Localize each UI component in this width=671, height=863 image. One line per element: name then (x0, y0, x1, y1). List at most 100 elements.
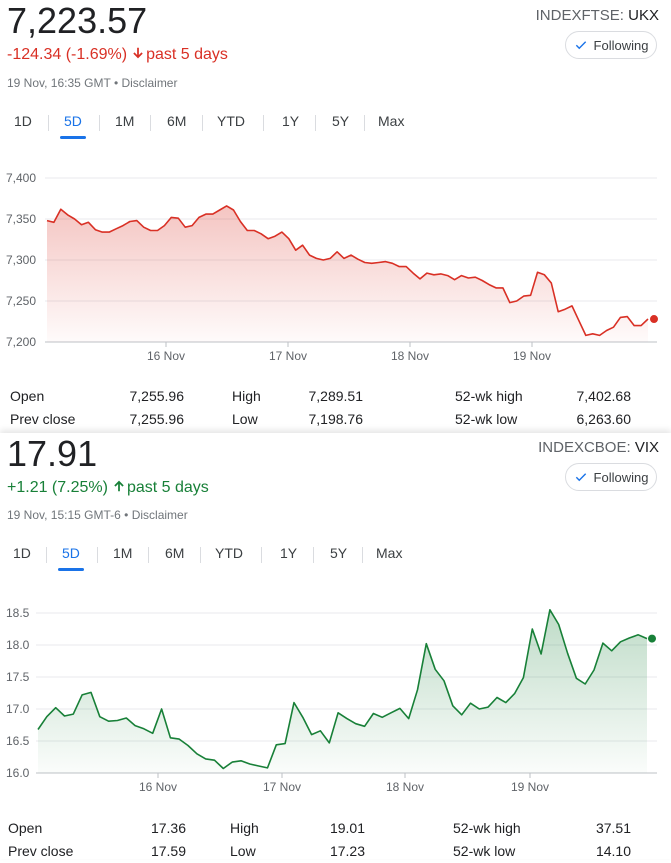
prev-close-value: 17.59 (150, 843, 186, 859)
ukx-price-chart[interactable]: 7,400 7,350 7,300 7,250 7,200 16 Nov 17 Nov 18 … (0, 0, 671, 380)
price-series-line (46, 205, 649, 337)
x-tick-label: 18 Nov (391, 349, 429, 363)
range-tabs: 1D 5D 1M 6M YTD 1Y 5Y Max (0, 539, 671, 575)
high-label: High (230, 820, 259, 836)
y-tick-label: 18.5 (6, 606, 30, 620)
tab-5y[interactable]: 5Y (330, 545, 348, 561)
wk52-low-label: 52-wk low (455, 411, 518, 427)
stats-row: Open 17.36 High 19.01 52-wk high 37.51 (0, 820, 671, 840)
vix-card: 17.91 INDEXCBOE: VIX Following +1.21 (7.… (0, 433, 671, 859)
following-button[interactable]: Following (565, 463, 657, 491)
y-tick-label: 7,250 (6, 294, 36, 308)
tab-6m[interactable]: 6M (165, 545, 185, 561)
wk52-high-label: 52-wk high (455, 388, 523, 404)
low-value: 17.23 (329, 843, 365, 859)
arrow-down-icon (133, 47, 143, 59)
high-value: 19.01 (329, 820, 365, 836)
wk52-low-label: 52-wk low (453, 843, 516, 859)
check-icon (575, 41, 586, 50)
price-area-fill (47, 205, 648, 342)
wk52-high-value: 37.51 (595, 820, 631, 836)
y-tick-label: 18.0 (6, 638, 30, 652)
ukx-card: 7,223.57 INDEXFTSE: UKX Following -124.3… (0, 0, 671, 431)
tab-divider (315, 115, 316, 131)
tab-divider (202, 115, 203, 131)
prev-close-value: 7,255.96 (129, 411, 185, 427)
tab-ytd[interactable]: YTD (215, 545, 243, 561)
wk52-high-value: 7,402.68 (576, 388, 632, 404)
ticker-symbol: VIX (634, 439, 659, 456)
open-value: 7,255.96 (129, 388, 185, 404)
y-tick-label: 7,400 (6, 171, 36, 185)
wk52-high-label: 52-wk high (453, 820, 521, 836)
tab-1y[interactable]: 1Y (282, 113, 300, 129)
tab-5d[interactable]: 5D (58, 539, 84, 571)
y-tick-label: 16.5 (6, 734, 30, 748)
check-icon (575, 473, 586, 482)
ticker-label: INDEXCBOE: VIX (538, 439, 659, 456)
low-label: Low (230, 843, 256, 859)
following-button[interactable]: Following (565, 31, 657, 59)
y-tick-label: 7,300 (6, 253, 36, 267)
tab-1y[interactable]: 1Y (280, 545, 298, 561)
tab-divider (364, 115, 365, 131)
tab-divider (99, 115, 100, 131)
x-tick-label: 18 Nov (386, 780, 424, 794)
x-tick-label: 19 Nov (513, 349, 551, 363)
tab-1m[interactable]: 1M (115, 113, 135, 129)
tab-5y[interactable]: 5Y (332, 113, 350, 129)
x-tick-label: 19 Nov (511, 780, 549, 794)
tab-divider (46, 547, 47, 563)
tab-max[interactable]: Max (376, 545, 403, 561)
prev-close-label: Prev close (8, 843, 74, 859)
tab-ytd[interactable]: YTD (217, 113, 245, 129)
change-value: +1.21 (7.25%) (7, 479, 108, 496)
following-label: Following (593, 469, 649, 485)
tab-1d[interactable]: 1D (13, 545, 31, 561)
vix-price-chart[interactable]: 18.5 18.0 17.5 17.0 16.5 16.0 16 Nov 17 Nov 18 N… (0, 433, 671, 808)
y-tick-label: 17.0 (6, 702, 30, 716)
tab-divider (150, 115, 151, 131)
stats-row: Prev close 7,255.96 Low 7,198.76 52-wk l… (0, 411, 671, 431)
low-label: Low (232, 411, 258, 427)
timestamp: 19 Nov, 16:35 GMT • Disclaimer (7, 76, 178, 90)
price-change: -124.34 (-1.69%) past 5 days (7, 46, 228, 64)
stats-row: Open 7,255.96 High 7,289.51 52-wk high 7… (0, 388, 671, 408)
ticker-symbol: UKX (628, 7, 659, 24)
tab-6m[interactable]: 6M (167, 113, 187, 129)
tab-5d[interactable]: 5D (60, 107, 86, 139)
latest-price-point (650, 315, 658, 324)
low-value: 7,198.76 (308, 411, 364, 427)
tab-divider (200, 547, 201, 563)
tab-1d[interactable]: 1D (14, 113, 32, 129)
price-series-line (37, 609, 648, 770)
range-tabs: 1D 5D 1M 6M YTD 1Y 5Y Max (0, 107, 671, 143)
price-value: 17.91 (7, 433, 98, 474)
price-area-fill (38, 609, 647, 773)
y-tick-label: 7,350 (6, 212, 36, 226)
price-change: +1.21 (7.25%) past 5 days (7, 479, 209, 497)
x-tick-label: 17 Nov (263, 780, 301, 794)
ticker-label: INDEXFTSE: UKX (536, 7, 659, 24)
tab-divider (48, 115, 49, 131)
y-tick-label: 17.5 (6, 670, 30, 684)
tab-divider (362, 547, 363, 563)
change-period: past 5 days (146, 46, 228, 63)
tab-divider (261, 547, 262, 563)
change-value: -124.34 (-1.69%) (7, 46, 128, 63)
following-label: Following (593, 37, 649, 53)
x-tick-label: 16 Nov (147, 349, 185, 363)
change-period: past 5 days (126, 479, 209, 496)
open-value: 17.36 (150, 820, 186, 836)
tab-divider (263, 115, 264, 131)
y-tick-label: 16.0 (6, 766, 30, 780)
tab-1m[interactable]: 1M (113, 545, 133, 561)
timestamp: 19 Nov, 15:15 GMT-6 • Disclaimer (7, 508, 188, 522)
y-tick-label: 7,200 (6, 335, 36, 349)
high-label: High (232, 388, 261, 404)
price-value: 7,223.57 (7, 0, 148, 41)
prev-close-label: Prev close (10, 411, 76, 427)
open-label: Open (10, 388, 45, 404)
x-tick-label: 16 Nov (139, 780, 177, 794)
tab-max[interactable]: Max (378, 113, 405, 129)
